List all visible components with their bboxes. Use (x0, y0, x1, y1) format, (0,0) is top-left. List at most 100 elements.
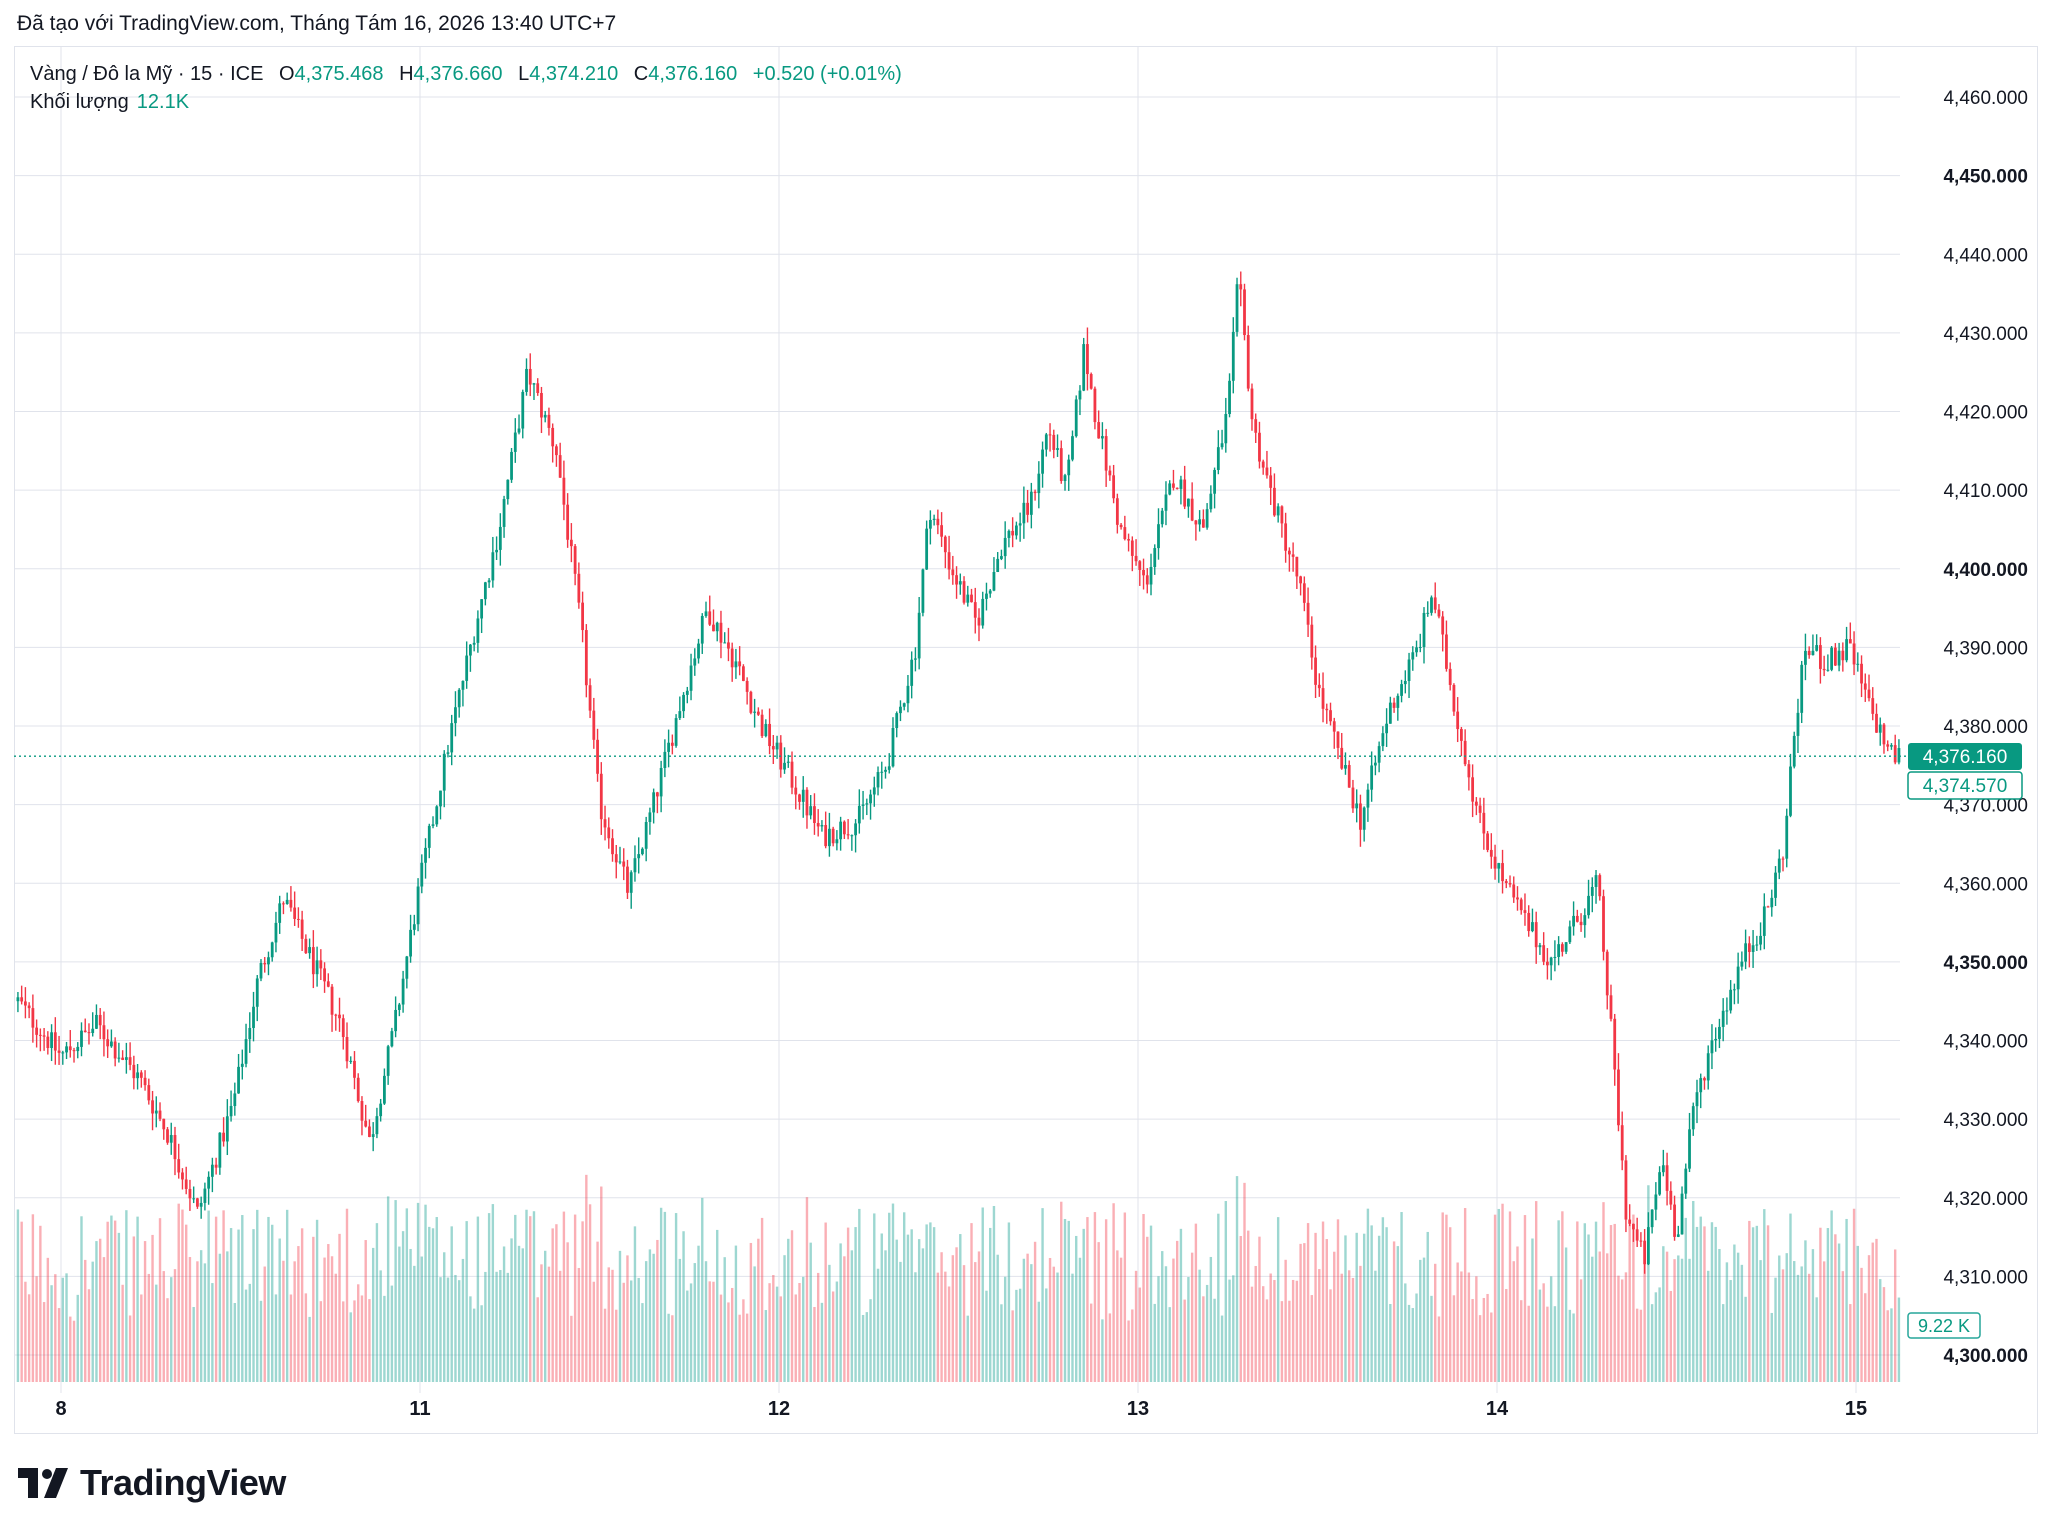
candle-body (27, 1005, 31, 1009)
volume-bar (136, 1216, 139, 1382)
volume-bar (1426, 1231, 1429, 1382)
candle-body (315, 960, 319, 975)
candle-body (1665, 1165, 1669, 1191)
candle-body (850, 835, 854, 837)
candle-body (91, 1028, 95, 1034)
candle-body (330, 986, 334, 1015)
candle-body (136, 1072, 139, 1079)
volume-bar (1871, 1242, 1874, 1382)
close-value: 4,376.160 (648, 63, 738, 85)
price-axis: 4,300.000 4,310.000 4,320.000 4,330.000 4,34… (1943, 88, 2028, 1367)
volume-bar (1456, 1262, 1459, 1382)
volume-bar (936, 1272, 940, 1382)
volume-bar (61, 1277, 64, 1382)
volume-bar (177, 1203, 180, 1382)
candle-body (1265, 467, 1269, 476)
candle-body (1179, 479, 1183, 489)
price-tick-label: 4,360.000 (1943, 874, 2028, 895)
candle-body (356, 1077, 360, 1102)
volume-bar (839, 1243, 842, 1382)
candle-body (502, 499, 506, 527)
candle-body (1542, 945, 1546, 962)
volume-bar (1407, 1304, 1411, 1382)
secondary-price-label-bg (1907, 771, 2023, 800)
candle-body (1703, 1078, 1706, 1081)
candle-body (461, 680, 465, 690)
candle-body (1598, 875, 1602, 897)
candle-body (169, 1135, 173, 1143)
volume-bar (349, 1312, 352, 1382)
volume-bar (1404, 1283, 1407, 1382)
candle-body (1841, 650, 1845, 661)
volume-bar (1116, 1250, 1119, 1382)
volume-bar (974, 1262, 977, 1382)
volume-bar (1490, 1312, 1493, 1382)
candle-body (1351, 787, 1355, 809)
volume-bar (663, 1211, 667, 1382)
candle-body (1007, 530, 1011, 538)
volume-bar (1531, 1238, 1534, 1382)
volume-bar (1377, 1235, 1381, 1382)
candle-body (1280, 506, 1284, 524)
candle-body (1175, 487, 1179, 489)
candle-body (1033, 491, 1037, 494)
volume-bar (1303, 1243, 1306, 1382)
volume-bar (861, 1314, 865, 1382)
candle-body (371, 1134, 375, 1137)
candle-body (450, 723, 454, 753)
candle-body (147, 1085, 151, 1101)
volume-bar (282, 1260, 285, 1382)
volume-bar (364, 1240, 367, 1382)
candle-body (543, 414, 547, 418)
candle-body (1000, 556, 1003, 559)
candle-body (289, 899, 293, 908)
volume-bar (1699, 1216, 1702, 1382)
candle-body (1785, 815, 1789, 859)
volume-bar (1030, 1264, 1033, 1382)
candle-body (1441, 616, 1445, 635)
volume-bar (1239, 1236, 1242, 1382)
volume-bar (1262, 1286, 1265, 1382)
candle-body (525, 368, 528, 392)
volume-bar (1864, 1293, 1867, 1382)
candle-body (1071, 436, 1074, 460)
candle-body (1800, 664, 1804, 713)
candle-body (573, 546, 577, 574)
time-tick-label: 8 (55, 1398, 66, 1420)
candle-body (1048, 434, 1052, 436)
candle-body (1448, 668, 1452, 685)
volume-bar (1254, 1265, 1257, 1382)
candle-body (1422, 612, 1426, 647)
volume-bar (1867, 1255, 1871, 1382)
volume-bar (252, 1229, 255, 1382)
volume-bar (128, 1315, 132, 1382)
volume-bar (1561, 1211, 1564, 1382)
open-value: 4,375.468 (294, 63, 384, 85)
volume-bar (1591, 1256, 1594, 1382)
candle-body (16, 997, 20, 1002)
volume-bar (1321, 1221, 1325, 1382)
candle-body (1736, 966, 1740, 990)
volume-bar (1647, 1185, 1650, 1382)
volume-bar (1093, 1212, 1097, 1382)
volume-bar (1505, 1288, 1508, 1382)
volume-bar (955, 1247, 958, 1382)
price-tick-label: 4,450.000 (1943, 167, 2028, 188)
tradingview-logo[interactable]: TradingView (18, 1462, 286, 1504)
candle-body (973, 602, 977, 618)
candle-body (536, 383, 540, 393)
candle-body (801, 789, 805, 802)
candle-body (1718, 1026, 1721, 1039)
volume-bar (125, 1210, 128, 1382)
candle-body (61, 1052, 65, 1054)
candle-body (379, 1103, 383, 1117)
volume-bar (981, 1207, 984, 1382)
volume-bar (278, 1238, 281, 1382)
candle-body (865, 803, 869, 805)
candle-body (1624, 1160, 1628, 1220)
candle-body (68, 1046, 72, 1051)
candle-body (1273, 487, 1276, 516)
volume-bar (1392, 1241, 1396, 1382)
volume-bar (727, 1302, 730, 1382)
